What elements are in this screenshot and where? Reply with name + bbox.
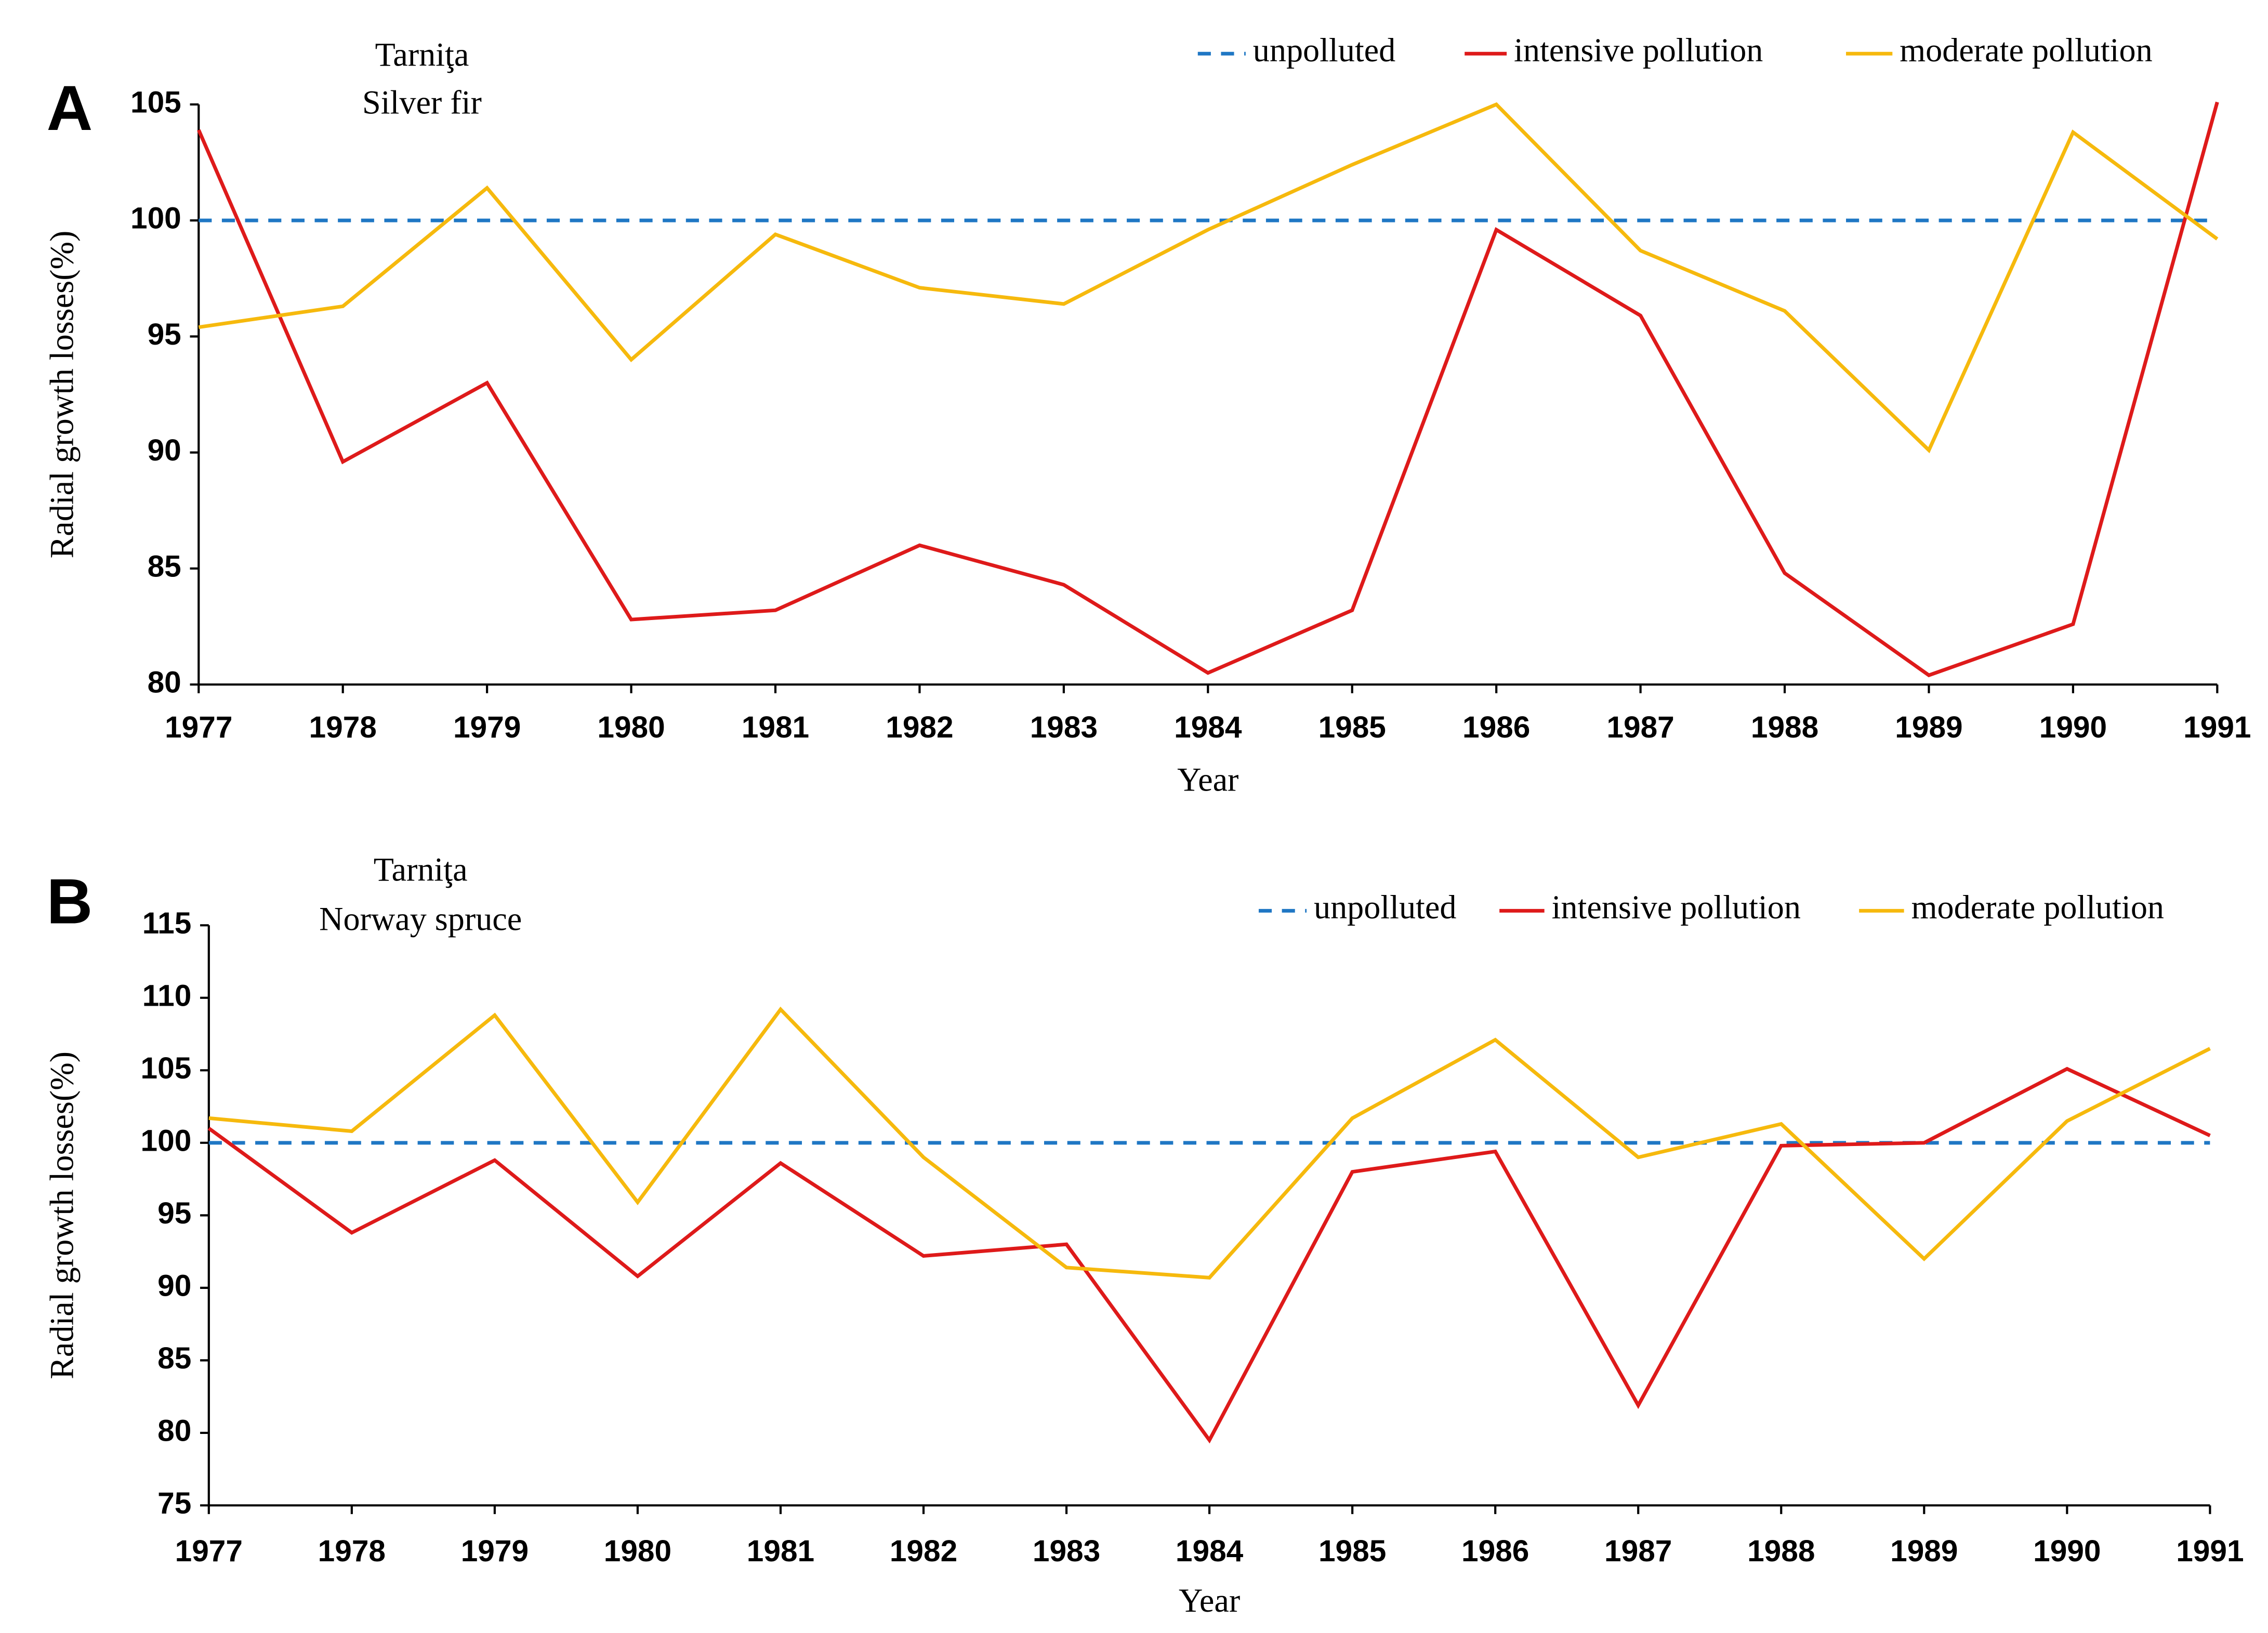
x-tick-label: 1987 [1606, 710, 1674, 744]
x-tick-label: 1987 [1604, 1534, 1672, 1568]
x-axis-title: Year [1177, 761, 1238, 798]
y-tick-label: 90 [157, 1269, 191, 1302]
y-tick-label: 115 [142, 906, 192, 940]
legend-label: moderate pollution [1911, 889, 2164, 926]
y-tick-label: 95 [148, 318, 181, 351]
y-tick-label: 105 [141, 1051, 192, 1085]
x-axis-title: Year [1179, 1582, 1240, 1619]
x-tick-label: 1986 [1461, 1534, 1529, 1568]
x-tick-label: 1989 [1895, 710, 1962, 744]
x-tick-label: 1985 [1318, 710, 1386, 744]
legend-label: intensive pollution [1552, 889, 1801, 926]
y-tick-label: 105 [130, 85, 181, 119]
x-tick-label: 1980 [604, 1534, 671, 1568]
y-tick-label: 95 [157, 1196, 191, 1230]
x-tick-label: 1988 [1751, 710, 1818, 744]
x-tick-label: 1990 [2033, 1534, 2101, 1568]
x-tick-label: 1991 [2183, 710, 2251, 744]
x-tick-label: 1980 [597, 710, 665, 744]
chart-title: Tarniţa [375, 36, 469, 73]
chart-title: Tarniţa [374, 851, 468, 888]
x-tick-label: 1978 [309, 710, 377, 744]
y-tick-label: 100 [141, 1124, 192, 1157]
x-tick-label: 1985 [1318, 1534, 1386, 1568]
legend-label: moderate pollution [1900, 32, 2152, 69]
panel-label: A [47, 73, 93, 144]
y-tick-label: 80 [157, 1414, 191, 1447]
x-tick-label: 1990 [2039, 710, 2107, 744]
y-axis-title: Radial growth losses(%) [43, 1051, 80, 1379]
y-tick-label: 80 [148, 666, 181, 700]
x-tick-label: 1981 [747, 1534, 814, 1568]
panel-label: B [47, 866, 93, 937]
x-tick-label: 1977 [175, 1534, 243, 1568]
series-line [197, 101, 2219, 678]
y-tick-label: 90 [148, 433, 181, 467]
y-tick-label: 85 [148, 549, 181, 583]
series-line [207, 1066, 2211, 1444]
legend-label: unpolluted [1253, 32, 1395, 69]
x-tick-label: 1989 [1890, 1534, 1958, 1568]
x-tick-label: 1981 [742, 710, 809, 744]
x-tick-label: 1982 [890, 1534, 957, 1568]
x-tick-label: 1983 [1033, 1534, 1100, 1568]
x-tick-label: 1977 [165, 710, 232, 744]
series-line [208, 1006, 2211, 1280]
y-tick-label: 110 [142, 979, 192, 1012]
legend-label: intensive pollution [1514, 32, 1763, 69]
x-tick-label: 1983 [1030, 710, 1098, 744]
y-tick-label: 100 [130, 202, 181, 235]
y-axis-title: Radial growth losses(%) [43, 231, 80, 559]
y-tick-label: 75 [157, 1486, 191, 1520]
x-tick-label: 1979 [461, 1534, 529, 1568]
x-tick-label: 1988 [1747, 1534, 1815, 1568]
x-tick-label: 1978 [318, 1534, 386, 1568]
y-tick-label: 85 [157, 1341, 191, 1375]
chart-subtitle: Norway spruce [319, 900, 522, 937]
x-tick-label: 1979 [453, 710, 521, 744]
legend-label: unpolluted [1314, 889, 1456, 926]
x-tick-label: 1991 [2176, 1534, 2244, 1568]
x-tick-label: 1984 [1174, 710, 1242, 744]
x-tick-label: 1986 [1462, 710, 1530, 744]
x-tick-label: 1984 [1176, 1534, 1244, 1568]
series-line [198, 102, 2219, 454]
chart-subtitle: Silver fir [362, 84, 482, 121]
x-tick-label: 1982 [886, 710, 953, 744]
